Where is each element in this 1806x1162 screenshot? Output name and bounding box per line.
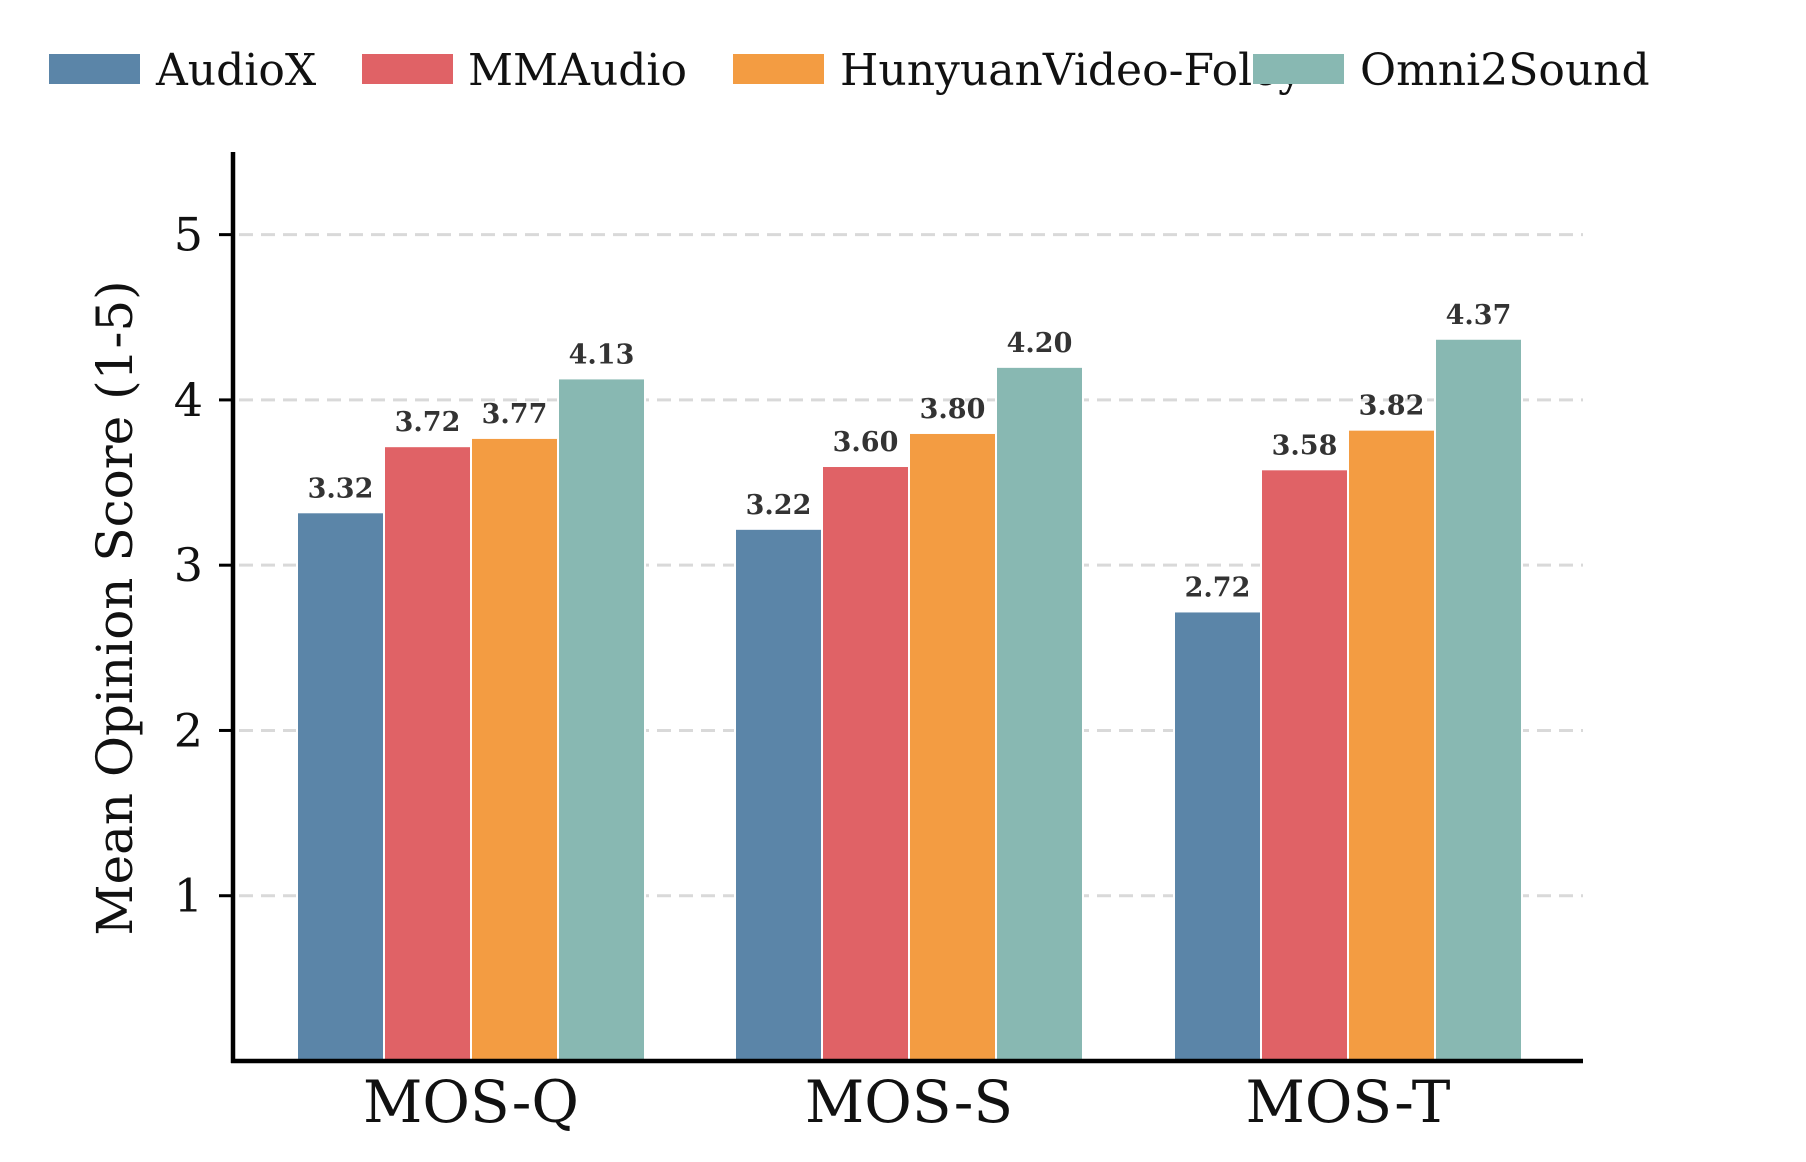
bar-omni2sound-mos-s — [995, 365, 1084, 1062]
data-label: 4.37 — [1446, 300, 1512, 331]
x-tick-label: MOS-T — [1245, 1068, 1450, 1136]
bar-audiox-mos-q — [296, 511, 385, 1062]
bar-hunyuanvideo-foley-mos-s — [908, 431, 997, 1062]
y-tick-label: 1 — [174, 869, 203, 923]
legend-swatch-audiox — [49, 54, 140, 84]
data-label: 4.20 — [1007, 328, 1073, 359]
bar-mmaudio-mos-q — [383, 445, 472, 1063]
legend-swatch-mmaudio — [362, 54, 453, 84]
bars — [296, 337, 1523, 1063]
y-axis-title: Mean Opinion Score (1-5) — [86, 280, 144, 935]
legend-label: AudioX — [155, 45, 317, 96]
data-label: 3.22 — [746, 490, 812, 521]
data-label: 3.72 — [395, 407, 461, 438]
legend: AudioX MMAudio HunyuanVideo-Foley Omni2Soun… — [49, 45, 1650, 96]
legend-label: MMAudio — [468, 45, 687, 96]
data-label: 3.77 — [482, 399, 548, 430]
axes: 1 2 3 4 5 MOS-Q MOS-S MOS-T — [174, 152, 1583, 1136]
bar-omni2sound-mos-q — [557, 377, 646, 1062]
bar-hunyuanvideo-foley-mos-t — [1347, 428, 1436, 1062]
data-label: 3.82 — [1359, 391, 1425, 422]
bar-hunyuanvideo-foley-mos-q — [470, 436, 559, 1062]
data-label: 3.58 — [1272, 430, 1338, 461]
data-label: 3.32 — [308, 473, 374, 504]
y-tick-label: 3 — [174, 538, 203, 592]
y-tick-label: 4 — [174, 373, 203, 427]
bar-audiox-mos-s — [734, 527, 823, 1062]
legend-swatch-hunyuanvideo-foley — [733, 54, 824, 84]
x-tick-label: MOS-Q — [363, 1068, 579, 1136]
x-tick-label: MOS-S — [805, 1068, 1013, 1136]
legend-label: Omni2Sound — [1360, 45, 1650, 96]
data-label: 2.72 — [1185, 572, 1251, 603]
data-label: 3.60 — [833, 427, 899, 458]
legend-label: HunyuanVideo-Foley — [840, 45, 1303, 96]
data-label: 3.80 — [920, 394, 986, 425]
data-label: 4.13 — [569, 339, 635, 370]
bar-mmaudio-mos-t — [1260, 468, 1349, 1063]
y-tick-label: 5 — [174, 208, 203, 262]
bar-omni2sound-mos-t — [1434, 337, 1523, 1062]
y-tick-label: 2 — [174, 703, 203, 757]
bar-audiox-mos-t — [1173, 610, 1262, 1062]
bar-mmaudio-mos-s — [821, 465, 910, 1062]
legend-swatch-omni2sound — [1253, 54, 1344, 84]
data-labels: 3.32 3.22 2.72 3.72 3.60 3.58 3.77 3.80 3.82 4.13… — [308, 300, 1512, 604]
